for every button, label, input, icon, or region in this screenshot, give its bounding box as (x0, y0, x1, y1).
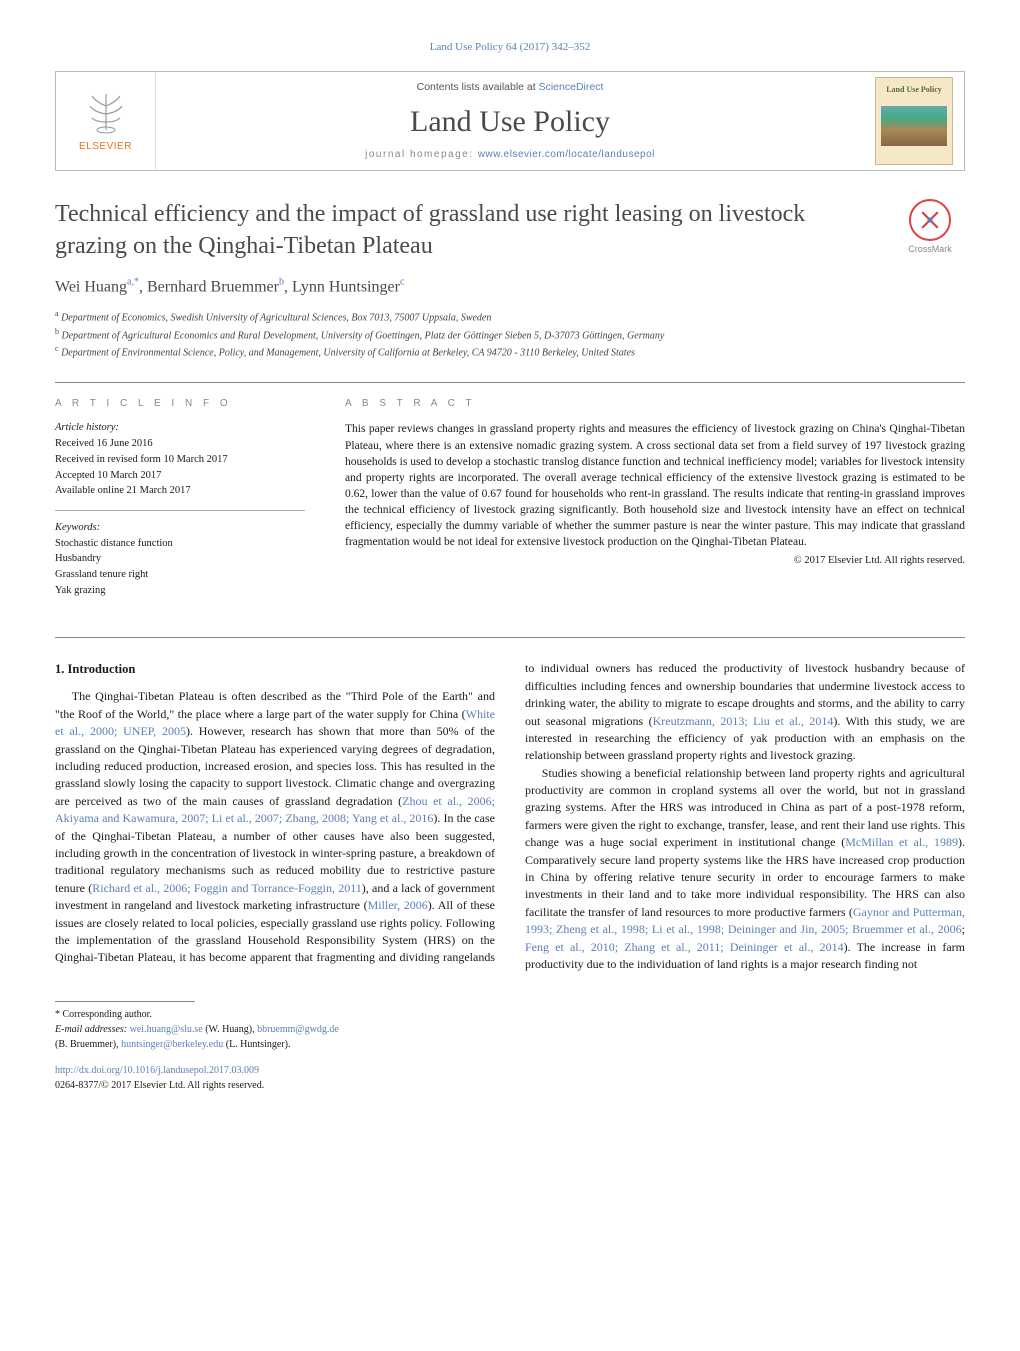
author-2: Bernhard Bruemmerb (147, 278, 284, 295)
homepage-line: journal homepage: www.elsevier.com/locat… (365, 148, 655, 162)
paper-title: Technical efficiency and the impact of g… (55, 199, 875, 261)
article-info-col: A R T I C L E I N F O Article history: R… (55, 397, 305, 619)
journal-banner: ELSEVIER Contents lists available at Sci… (55, 71, 965, 171)
author-3: Lynn Huntsingerc (292, 278, 404, 295)
crossmark-label: CrossMark (908, 243, 952, 256)
email-name-2: (B. Bruemmer) (55, 1039, 116, 1050)
info-row: A R T I C L E I N F O Article history: R… (55, 397, 965, 619)
cite-miller[interactable]: Miller, 2006 (368, 898, 428, 912)
keyword-1: Stochastic distance function (55, 537, 305, 552)
rule-above-info (55, 382, 965, 383)
abstract-copyright: © 2017 Elsevier Ltd. All rights reserved… (345, 554, 965, 569)
email-line-2: (B. Bruemmer), huntsinger@berkeley.edu (… (55, 1038, 965, 1052)
body-p2: Studies showing a beneficial relationshi… (525, 765, 965, 974)
affil-b: b Department of Agricultural Economics a… (55, 326, 965, 343)
cite-feng-etal[interactable]: Feng et al., 2010; Zhang et al., 2011; D… (525, 940, 844, 954)
title-row: Technical efficiency and the impact of g… (55, 199, 965, 261)
history-online: Available online 21 March 2017 (55, 484, 305, 499)
affil-link-a[interactable]: a,* (127, 278, 139, 295)
email-bruemmer[interactable]: bbruemm@gwdg.de (257, 1024, 339, 1035)
rule-below-abstract (55, 637, 965, 638)
authors-line: Wei Huanga,*, Bernhard Bruemmerb, Lynn H… (55, 276, 965, 299)
sciencedirect-link[interactable]: ScienceDirect (539, 81, 604, 93)
email-huang[interactable]: wei.huang@slu.se (130, 1024, 203, 1035)
journal-name: Land Use Policy (410, 101, 610, 143)
history-label: Article history: (55, 422, 119, 433)
email-line: E-mail addresses: wei.huang@slu.se (W. H… (55, 1023, 965, 1037)
top-citation: Land Use Policy 64 (2017) 342–352 (55, 40, 965, 55)
email-name-3: (L. Huntsinger) (226, 1039, 288, 1050)
issn-copyright: 0264-8377/© 2017 Elsevier Ltd. All right… (55, 1079, 965, 1093)
citation-link[interactable]: Land Use Policy 64 (2017) 342–352 (430, 41, 590, 53)
homepage-prefix: journal homepage: (365, 149, 478, 160)
email-name-1: (W. Huang) (205, 1024, 252, 1035)
abstract-heading: A B S T R A C T (345, 397, 965, 411)
doi-block: http://dx.doi.org/10.1016/j.landusepol.2… (55, 1064, 965, 1093)
keyword-4: Yak grazing (55, 584, 305, 599)
email-label: E-mail addresses: (55, 1024, 127, 1035)
keyword-2: Husbandry (55, 552, 305, 567)
affil-link-b[interactable]: b (279, 278, 284, 295)
affil-c: c Department of Environmental Science, P… (55, 343, 965, 360)
affiliations: a Department of Economics, Swedish Unive… (55, 308, 965, 360)
cite-mcmillan[interactable]: McMillan et al., 1989 (845, 835, 958, 849)
keywords-label: Keywords: (55, 522, 100, 533)
section-1-heading: 1. Introduction (55, 660, 495, 678)
abstract-text: This paper reviews changes in grassland … (345, 421, 965, 550)
journal-cover-thumb: Land Use Policy (875, 77, 953, 165)
crossmark-icon (909, 199, 951, 241)
email-huntsinger[interactable]: huntsinger@berkeley.edu (121, 1039, 223, 1050)
elsevier-tree-icon (82, 88, 130, 136)
homepage-link[interactable]: www.elsevier.com/locate/landusepol (478, 149, 655, 160)
elsevier-label: ELSEVIER (79, 140, 132, 154)
keyword-3: Grassland tenure right (55, 568, 305, 583)
contents-line: Contents lists available at ScienceDirec… (417, 80, 604, 95)
cite-richard-foggin[interactable]: Richard et al., 2006; Foggin and Torranc… (92, 881, 362, 895)
cite-kreutzmann-liu[interactable]: Kreutzmann, 2013; Liu et al., 2014 (653, 714, 834, 728)
history-block: Article history: Received 16 June 2016 R… (55, 421, 305, 510)
history-revised: Received in revised form 10 March 2017 (55, 453, 305, 468)
affil-a: a Department of Economics, Swedish Unive… (55, 308, 965, 325)
keywords-block: Keywords: Stochastic distance function H… (55, 521, 305, 609)
history-received: Received 16 June 2016 (55, 437, 305, 452)
body-columns: 1. Introduction The Qinghai-Tibetan Plat… (55, 660, 965, 973)
footer-rule (55, 1001, 195, 1002)
abstract-col: A B S T R A C T This paper reviews chang… (345, 397, 965, 619)
history-accepted: Accepted 10 March 2017 (55, 469, 305, 484)
article-info-heading: A R T I C L E I N F O (55, 397, 305, 411)
page-container: Land Use Policy 64 (2017) 342–352 ELSEVI… (0, 0, 1020, 1124)
banner-cover-box: Land Use Policy (864, 72, 964, 170)
corresponding-author: * Corresponding author. (55, 1008, 965, 1022)
doi-link[interactable]: http://dx.doi.org/10.1016/j.landusepol.2… (55, 1065, 259, 1076)
journal-cover-title: Land Use Policy (886, 84, 942, 95)
journal-cover-image (881, 106, 947, 146)
contents-prefix: Contents lists available at (417, 81, 539, 93)
footer-area: * Corresponding author. E-mail addresses… (55, 1001, 965, 1093)
publisher-logo-box: ELSEVIER (56, 72, 156, 170)
banner-center: Contents lists available at ScienceDirec… (156, 72, 864, 170)
author-1: Wei Huanga,* (55, 278, 139, 295)
affil-link-c[interactable]: c (400, 278, 404, 295)
crossmark-badge[interactable]: CrossMark (895, 199, 965, 256)
